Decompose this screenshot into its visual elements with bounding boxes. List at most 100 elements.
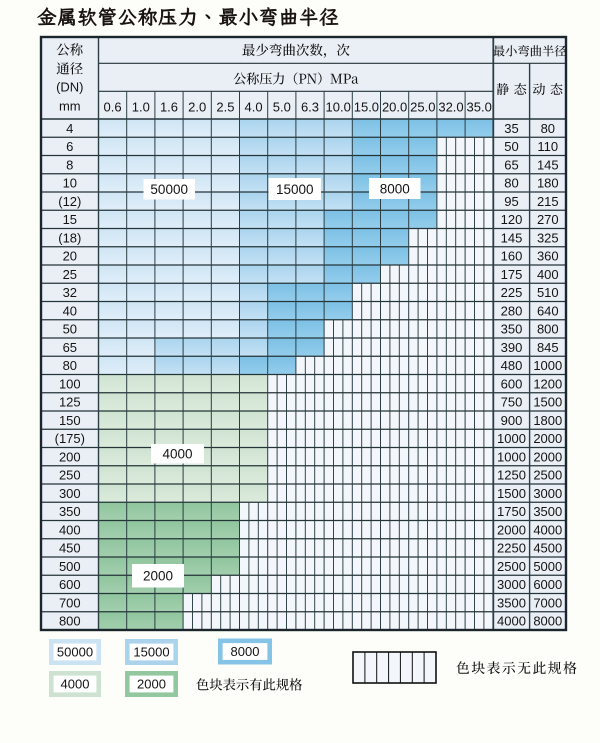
svg-text:6000: 6000 — [533, 577, 562, 592]
svg-text:145: 145 — [501, 230, 523, 245]
svg-text:1800: 1800 — [533, 413, 562, 428]
svg-text:400: 400 — [59, 522, 81, 537]
svg-text:4500: 4500 — [533, 541, 562, 556]
svg-text:750: 750 — [501, 395, 523, 410]
svg-text:50000: 50000 — [150, 182, 188, 197]
svg-text:95: 95 — [504, 194, 518, 209]
svg-text:mm: mm — [59, 99, 81, 114]
svg-text:5000: 5000 — [533, 559, 562, 574]
svg-text:1500: 1500 — [533, 395, 562, 410]
svg-text:15: 15 — [63, 212, 77, 227]
svg-text:2.0: 2.0 — [188, 100, 206, 115]
svg-text:(18): (18) — [58, 230, 81, 245]
svg-text:4000: 4000 — [61, 677, 90, 692]
svg-text:0.6: 0.6 — [104, 100, 122, 115]
svg-text:600: 600 — [501, 376, 523, 391]
svg-text:8000: 8000 — [533, 614, 562, 629]
svg-text:300: 300 — [59, 486, 81, 501]
svg-text:360: 360 — [537, 249, 559, 264]
svg-text:640: 640 — [537, 303, 559, 318]
svg-text:150: 150 — [59, 413, 81, 428]
svg-text:180: 180 — [537, 176, 559, 191]
svg-text:35.0: 35.0 — [467, 100, 492, 115]
svg-text:2000: 2000 — [533, 449, 562, 464]
svg-text:510: 510 — [537, 285, 559, 300]
svg-text:600: 600 — [59, 577, 81, 592]
svg-text:50: 50 — [504, 139, 518, 154]
svg-text:35: 35 — [504, 121, 518, 136]
svg-text:32.0: 32.0 — [438, 100, 463, 115]
svg-text:7000: 7000 — [533, 595, 562, 610]
svg-text:40: 40 — [63, 303, 77, 318]
svg-text:2000: 2000 — [497, 522, 526, 537]
svg-text:50000: 50000 — [57, 645, 93, 660]
svg-text:160: 160 — [501, 249, 523, 264]
svg-text:700: 700 — [59, 595, 81, 610]
svg-text:15.0: 15.0 — [354, 100, 379, 115]
svg-text:4.0: 4.0 — [245, 100, 263, 115]
svg-text:1.0: 1.0 — [132, 100, 150, 115]
svg-text:2500: 2500 — [533, 468, 562, 483]
svg-text:(12): (12) — [58, 194, 81, 209]
svg-text:120: 120 — [501, 212, 523, 227]
svg-text:125: 125 — [59, 395, 81, 410]
svg-text:280: 280 — [501, 303, 523, 318]
svg-text:10.0: 10.0 — [326, 100, 351, 115]
svg-text:1250: 1250 — [497, 468, 526, 483]
svg-text:845: 845 — [537, 340, 559, 355]
svg-text:8000: 8000 — [380, 181, 410, 196]
svg-text:25.0: 25.0 — [410, 100, 435, 115]
svg-text:20: 20 — [63, 249, 77, 264]
svg-text:110: 110 — [537, 139, 558, 154]
svg-text:8: 8 — [66, 157, 73, 172]
svg-text:175: 175 — [501, 267, 523, 282]
svg-text:65: 65 — [63, 340, 77, 355]
svg-text:2500: 2500 — [497, 559, 526, 574]
svg-text:4000: 4000 — [533, 522, 562, 537]
svg-text:80: 80 — [541, 121, 555, 136]
svg-text:6: 6 — [66, 139, 73, 154]
svg-text:480: 480 — [501, 358, 523, 373]
svg-text:3000: 3000 — [497, 577, 526, 592]
svg-text:1750: 1750 — [497, 504, 526, 519]
svg-text:2250: 2250 — [497, 541, 526, 556]
svg-text:4000: 4000 — [162, 447, 192, 462]
svg-text:100: 100 — [59, 376, 81, 391]
svg-text:200: 200 — [59, 449, 81, 464]
svg-text:1500: 1500 — [497, 486, 526, 501]
svg-text:250: 250 — [59, 468, 81, 483]
svg-text:50: 50 — [63, 322, 77, 337]
svg-text:15000: 15000 — [276, 182, 314, 197]
svg-text:80: 80 — [63, 358, 77, 373]
svg-text:4000: 4000 — [497, 614, 526, 629]
svg-text:15000: 15000 — [133, 645, 169, 660]
svg-text:8000: 8000 — [231, 644, 260, 659]
svg-text:900: 900 — [501, 413, 523, 428]
svg-text:2000: 2000 — [143, 569, 173, 584]
svg-text:20.0: 20.0 — [382, 100, 407, 115]
svg-text:2000: 2000 — [533, 431, 562, 446]
svg-text:1200: 1200 — [533, 376, 562, 391]
svg-text:80: 80 — [504, 176, 518, 191]
svg-text:1000: 1000 — [497, 449, 526, 464]
svg-text:1000: 1000 — [533, 358, 562, 373]
svg-text:3000: 3000 — [533, 486, 562, 501]
svg-text:1.6: 1.6 — [160, 100, 178, 115]
svg-text:800: 800 — [537, 322, 559, 337]
svg-text:500: 500 — [59, 559, 81, 574]
svg-text:3500: 3500 — [533, 504, 562, 519]
svg-text:350: 350 — [59, 504, 81, 519]
svg-text:6.3: 6.3 — [301, 100, 319, 115]
svg-text:2.5: 2.5 — [216, 100, 234, 115]
svg-text:5.0: 5.0 — [273, 100, 291, 115]
svg-text:215: 215 — [537, 194, 559, 209]
svg-text:10: 10 — [63, 176, 77, 191]
svg-text:400: 400 — [537, 267, 559, 282]
svg-text:(DN): (DN) — [56, 80, 83, 95]
svg-text:32: 32 — [63, 285, 77, 300]
svg-text:225: 225 — [501, 285, 523, 300]
svg-text:325: 325 — [537, 230, 559, 245]
svg-text:390: 390 — [501, 340, 523, 355]
svg-text:145: 145 — [537, 157, 559, 172]
svg-text:2000: 2000 — [137, 677, 166, 692]
